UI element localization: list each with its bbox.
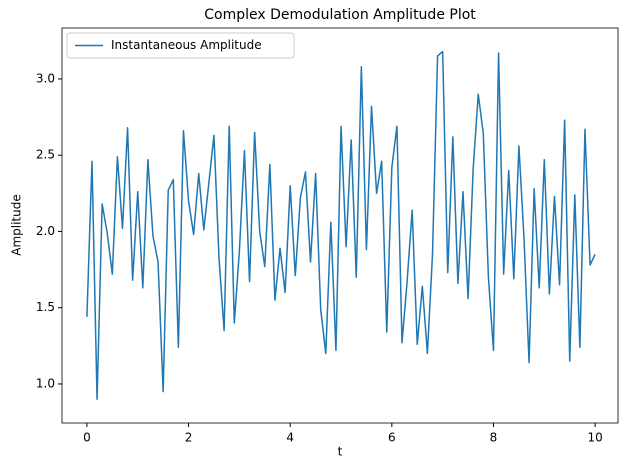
x-tick-label: 6 xyxy=(388,431,396,445)
y-tick-label: 2.0 xyxy=(36,224,55,238)
legend-label: Instantaneous Amplitude xyxy=(111,38,262,52)
x-tick-label: 10 xyxy=(587,431,602,445)
plot-frame xyxy=(61,27,619,424)
x-axis-label: t xyxy=(338,445,343,459)
y-tick-label: 3.0 xyxy=(36,71,55,85)
y-tick-label: 1.5 xyxy=(36,300,55,314)
y-tick-label: 1.0 xyxy=(36,376,55,390)
y-axis-label: Amplitude xyxy=(10,194,24,256)
chart-title: Complex Demodulation Amplitude Plot xyxy=(204,7,476,23)
y-tick-label: 2.5 xyxy=(36,148,55,162)
legend-box xyxy=(66,32,295,59)
series-line xyxy=(86,50,596,400)
x-tick-label: 8 xyxy=(490,431,498,445)
x-tick-label: 4 xyxy=(286,431,294,445)
x-tick-label: 0 xyxy=(83,431,91,445)
x-tick-label: 2 xyxy=(185,431,193,445)
